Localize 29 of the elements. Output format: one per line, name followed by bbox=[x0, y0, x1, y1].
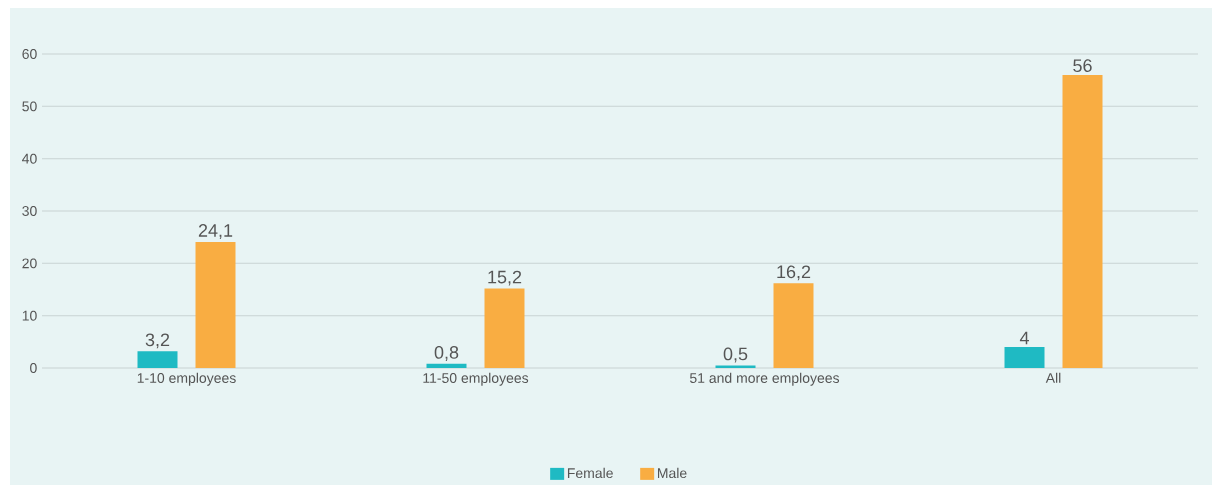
bar bbox=[195, 241, 236, 368]
x-tick-label: 1-10 employees bbox=[137, 372, 236, 386]
x-tick-label: All bbox=[1045, 372, 1061, 383]
bar bbox=[484, 288, 525, 368]
data-label: 24,1 bbox=[198, 224, 233, 239]
data-label: 4 bbox=[1019, 331, 1029, 345]
x-tick-label: 11-50 employees bbox=[423, 372, 529, 386]
y-tick-label: 10 bbox=[22, 310, 37, 321]
bar bbox=[137, 351, 178, 368]
x-tick-label: 51 and more employees bbox=[689, 372, 840, 386]
data-label: 16,2 bbox=[777, 265, 811, 281]
y-tick-label: 40 bbox=[22, 153, 37, 164]
data-label: 15,2 bbox=[488, 270, 522, 286]
data-label: 0,8 bbox=[434, 346, 459, 361]
data-label: 3,2 bbox=[145, 333, 170, 349]
y-tick-label: 50 bbox=[22, 101, 37, 112]
bar bbox=[1062, 74, 1103, 368]
bar bbox=[1004, 347, 1045, 368]
legend-label: Female bbox=[567, 467, 613, 479]
y-tick-label: 60 bbox=[22, 49, 37, 59]
bar bbox=[773, 283, 814, 368]
y-tick-label: 0 bbox=[30, 363, 37, 373]
legend-label: Male bbox=[657, 467, 687, 479]
data-label: 56 bbox=[1073, 59, 1092, 72]
bar bbox=[426, 363, 467, 368]
y-tick-label: 30 bbox=[22, 206, 37, 216]
y-tick-label: 20 bbox=[22, 258, 37, 269]
bar bbox=[715, 365, 756, 368]
data-label: 0,5 bbox=[723, 347, 748, 363]
